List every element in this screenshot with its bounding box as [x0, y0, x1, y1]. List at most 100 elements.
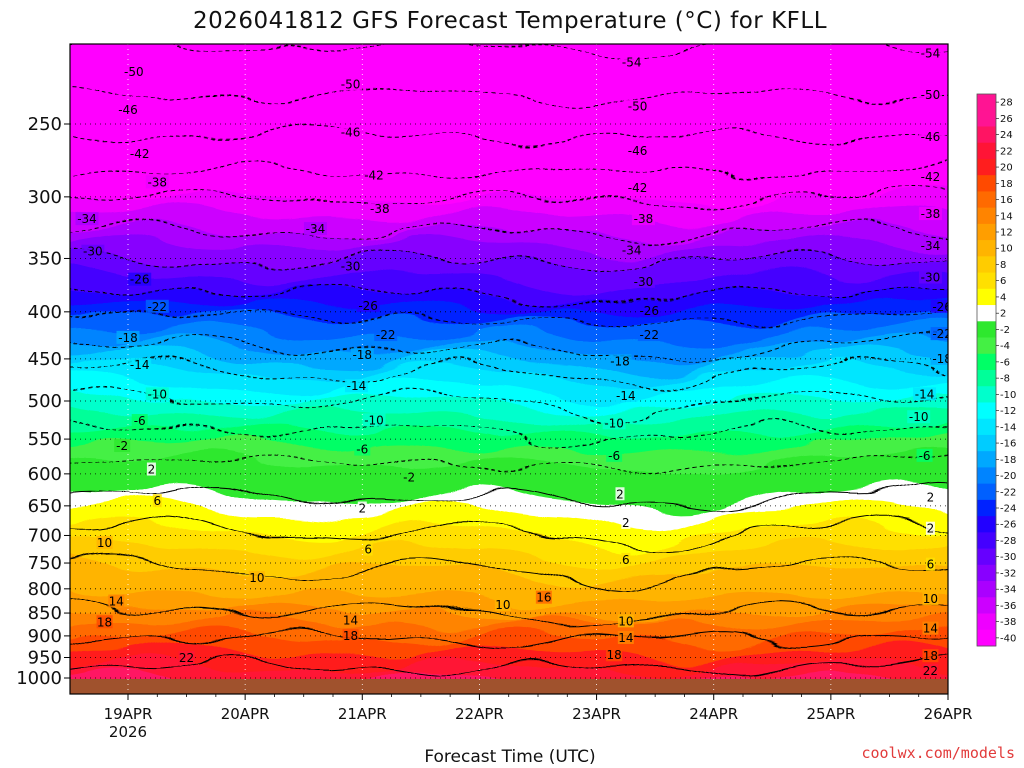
contour-label-text: 10 — [97, 536, 112, 550]
contour-label: -18 — [350, 348, 374, 362]
colorbar-swatch — [977, 597, 996, 614]
contour-label: -14 — [128, 357, 152, 372]
contour-label: 18 — [96, 615, 113, 629]
colorbar-swatch — [977, 418, 996, 436]
contour-label: -10 — [907, 410, 931, 424]
contour-label: -34 — [75, 212, 99, 226]
contour-label: 2 — [925, 490, 935, 504]
colorbar-label: -38 — [1000, 617, 1016, 628]
contour-label: -46 — [626, 143, 650, 158]
contour-label-text: -22 — [376, 328, 396, 342]
contour-label: -50 — [918, 87, 942, 102]
contour-line — [70, 628, 948, 648]
colorbar-swatch — [977, 110, 996, 127]
contour-label: -34 — [303, 222, 327, 236]
contour-label-text: -26 — [932, 300, 952, 314]
colorbar-label: 14 — [1000, 211, 1013, 222]
contour-label-text: -14 — [130, 358, 150, 372]
contour-label-text: -50 — [628, 100, 648, 114]
x-tick-label: 19APR — [104, 705, 153, 723]
contour-label: -26 — [930, 299, 952, 314]
x-axis-label: Forecast Time (UTC) — [424, 747, 595, 767]
contour-label-text: -14 — [616, 389, 636, 403]
x-year-label: 2026 — [109, 723, 147, 741]
contour-label: -22 — [374, 328, 398, 342]
contour-label: -38 — [368, 201, 392, 216]
contour-label-text: 18 — [607, 648, 622, 662]
credit-label: coolwx.com/models — [861, 744, 1015, 762]
contour-label: -18 — [608, 354, 632, 368]
colorbar-label: 6 — [1000, 276, 1006, 287]
contour-label-text: -10 — [364, 413, 384, 427]
contour-label: -10 — [362, 413, 386, 427]
colorbar-swatch — [977, 321, 996, 338]
contour-label: 18 — [922, 649, 939, 663]
colorbar-swatch — [977, 191, 996, 209]
contour-line — [70, 126, 948, 146]
contour-label: -10 — [602, 416, 626, 430]
contour-label-text: -30 — [341, 259, 361, 273]
contour-label-text: -38 — [921, 207, 941, 221]
x-tick-label: 25APR — [806, 705, 855, 723]
contour-label-text: -42 — [130, 147, 150, 161]
y-tick-label: 750 — [28, 553, 62, 574]
x-tick-label: 26APR — [924, 705, 973, 723]
contour-label-text: 18 — [923, 649, 938, 663]
colorbar: 28 26 24 22 20 18 16 14 12 10 8 6 4 2 -2 -4 -6 -8 -10 -12 -1… — [976, 93, 1016, 647]
contour-label-text: -26 — [639, 304, 659, 318]
contour-label: -54 — [918, 46, 942, 60]
contour-label-text: 14 — [109, 595, 124, 609]
colorbar-swatch — [977, 483, 996, 501]
contour-line — [70, 418, 948, 447]
colorbar-swatch — [977, 240, 996, 257]
contour-line — [70, 284, 948, 307]
contour-label: -50 — [339, 77, 363, 91]
contour-label-text: -18 — [932, 352, 952, 366]
y-tick-label: 550 — [28, 429, 62, 450]
colorbar-label: 10 — [1000, 244, 1013, 255]
y-tick-label: 500 — [28, 391, 62, 412]
contour-line — [70, 596, 948, 629]
colorbar-swatch — [977, 207, 996, 225]
contour-label-text: -22 — [147, 300, 167, 314]
contour-line — [70, 384, 948, 423]
colorbar-swatch — [977, 337, 996, 355]
contour-label-text: -2 — [403, 470, 415, 484]
y-axis: 2503003504004505005506006507007508008509… — [16, 114, 70, 689]
contour-label: 14 — [617, 630, 634, 645]
contour-label: -10 — [145, 387, 169, 401]
contour-label-text: -2 — [116, 439, 128, 453]
contour-label-text: 10 — [618, 614, 633, 628]
colorbar-label: 26 — [1000, 114, 1013, 125]
colorbar-label: -32 — [1000, 568, 1016, 579]
contour-label-text: -18 — [610, 354, 630, 368]
colorbar-swatch — [977, 581, 996, 598]
contour-label-text: -54 — [921, 46, 941, 60]
colorbar-label: -4 — [1000, 341, 1010, 352]
contour-label-text: -6 — [134, 414, 146, 428]
contour-label: -46 — [339, 125, 363, 139]
contour-label-text: -42 — [364, 168, 384, 182]
contour-label-text: 2 — [927, 490, 935, 504]
y-tick-label: 350 — [28, 248, 62, 269]
contour-label-text: -46 — [921, 130, 941, 144]
contour-label: 10 — [922, 592, 939, 606]
y-tick-label: 400 — [28, 302, 62, 323]
contour-label-text: -34 — [921, 239, 941, 253]
colorbar-label: 18 — [1000, 179, 1013, 190]
ground-surface — [70, 679, 948, 694]
colorbar-label: -6 — [1000, 357, 1010, 368]
contour-line — [70, 187, 948, 211]
colorbar-label: 22 — [1000, 146, 1013, 157]
contour-label-text: -38 — [147, 175, 167, 189]
colorbar-swatch — [977, 223, 996, 241]
contour-label: -54 — [128, 44, 152, 47]
contour-label-text: 22 — [923, 664, 938, 678]
contour-line — [70, 480, 948, 510]
contour-label: 2 — [621, 515, 631, 530]
contour-label: 16 — [535, 590, 552, 605]
contour-label: 6 — [363, 542, 373, 557]
contour-label-text: 10 — [249, 571, 264, 585]
colorbar-frame — [976, 93, 997, 647]
contour-label: -18 — [930, 351, 952, 366]
